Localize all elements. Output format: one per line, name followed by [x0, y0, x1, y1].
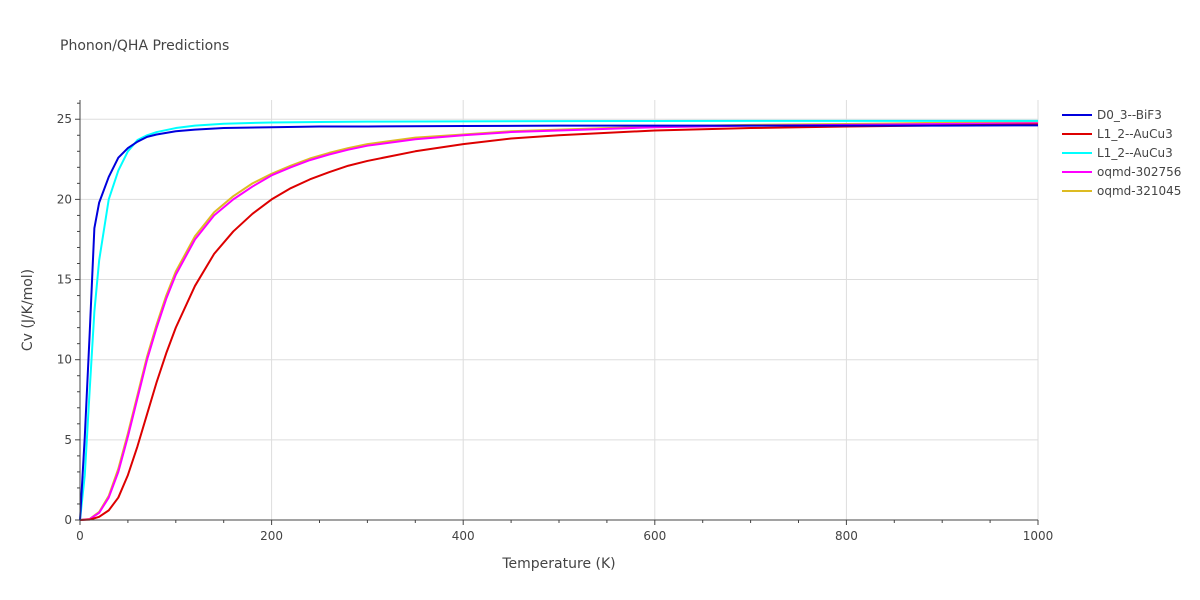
series-line-0[interactable] — [79, 124, 1039, 521]
x-tick-label: 400 — [452, 529, 475, 543]
legend-item-0[interactable]: D0_3--BiF3 — [1062, 108, 1162, 122]
axes — [75, 100, 1039, 525]
legend-item-4[interactable]: oqmd-321045 — [1062, 184, 1181, 198]
series-line-1[interactable] — [79, 123, 1039, 521]
legend-item-3[interactable]: oqmd-302756 — [1062, 165, 1181, 179]
y-tick-label: 25 — [57, 112, 72, 126]
x-tick-label: 0 — [76, 529, 84, 543]
legend-label: L1_2--AuCu3 — [1097, 146, 1173, 160]
legend-label: oqmd-302756 — [1097, 165, 1181, 179]
x-tick-label: 1000 — [1023, 529, 1054, 543]
chart-title: Phonon/QHA Predictions — [60, 38, 229, 54]
series-line-2[interactable] — [79, 119, 1038, 521]
legend-label: D0_3--BiF3 — [1097, 108, 1162, 122]
legend-label: L1_2--AuCu3 — [1097, 127, 1173, 141]
grid-lines — [80, 100, 1039, 520]
x-tick-label: 600 — [643, 529, 666, 543]
legend-item-2[interactable]: L1_2--AuCu3 — [1062, 146, 1173, 160]
x-axis-title: Temperature (K) — [501, 556, 615, 572]
x-axis-ticks: 0 200 400 600 800 1000 — [76, 529, 1053, 543]
y-tick-label: 15 — [57, 273, 72, 287]
series-line-4[interactable] — [79, 120, 1039, 521]
series-line-3[interactable] — [79, 122, 1039, 521]
legend-item-1[interactable]: L1_2--AuCu3 — [1062, 127, 1173, 141]
y-axis-ticks: 0 5 10 15 20 25 — [57, 112, 72, 527]
x-tick-label: 200 — [260, 529, 283, 543]
x-tick-label: 800 — [835, 529, 858, 543]
y-tick-label: 5 — [64, 433, 72, 447]
legend[interactable]: D0_3--BiF3 L1_2--AuCu3 L1_2--AuCu3 oqmd-302… — [1062, 108, 1181, 198]
series-layer — [79, 119, 1039, 521]
y-axis-title: Cv (J/K/mol) — [20, 269, 36, 351]
y-tick-label: 20 — [57, 192, 72, 206]
legend-label: oqmd-321045 — [1097, 184, 1181, 198]
y-tick-label: 0 — [64, 513, 72, 527]
y-tick-label: 10 — [57, 353, 72, 367]
